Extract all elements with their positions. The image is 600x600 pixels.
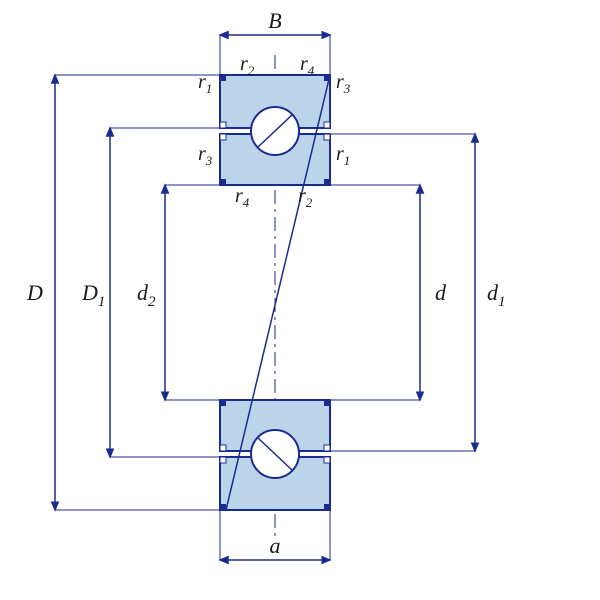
top-race (220, 75, 330, 185)
dim-d2: d2 (137, 185, 220, 400)
label-a: a (270, 533, 281, 558)
label-r2-t: r2 (240, 53, 255, 78)
bottom-race (220, 400, 330, 510)
bearing-cross-section-diagram: B a D D1 d2 d d1 (0, 0, 600, 600)
label-r4-t: r4 (300, 53, 315, 78)
label-d1: d1 (487, 280, 506, 310)
label-D: D (26, 280, 43, 305)
label-d: d (435, 280, 447, 305)
label-r4-b: r4 (235, 185, 250, 210)
label-B: B (268, 8, 281, 33)
label-d2: d2 (137, 280, 156, 310)
label-r1-mr: r1 (336, 143, 350, 168)
label-D1: D1 (81, 280, 105, 310)
dim-d1: d1 (330, 134, 506, 451)
label-r2-b: r2 (298, 185, 313, 210)
dim-D: D (26, 75, 220, 510)
dim-d: d (330, 185, 447, 400)
dim-D1: D1 (81, 128, 220, 457)
label-r3-ml: r3 (198, 143, 213, 168)
label-r3-tr: r3 (336, 71, 351, 96)
